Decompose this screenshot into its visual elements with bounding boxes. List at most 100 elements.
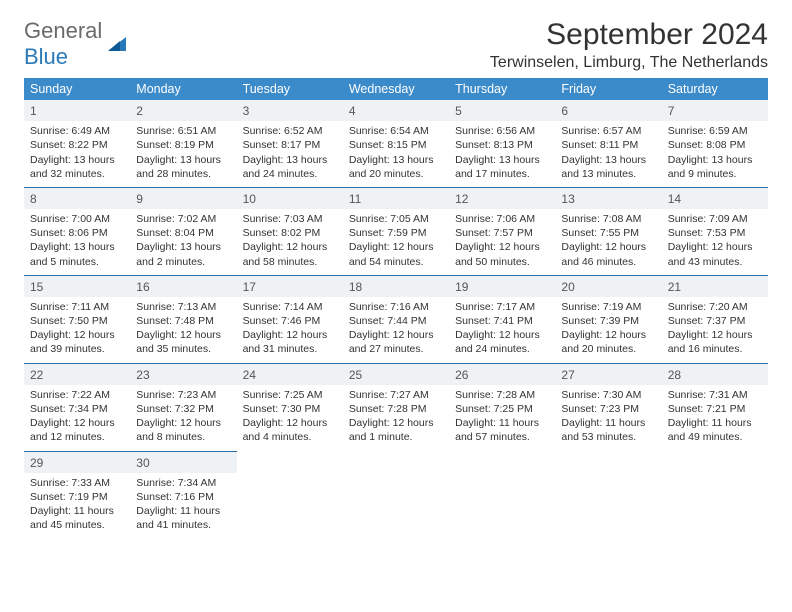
- sunrise-text: Sunrise: 6:57 AM: [561, 124, 655, 138]
- day-number-row: 22232425262728: [24, 363, 768, 385]
- calendar-body: 1234567Sunrise: 6:49 AMSunset: 8:22 PMDa…: [24, 100, 768, 538]
- sunset-text: Sunset: 7:19 PM: [30, 490, 124, 504]
- day-info-cell: Sunrise: 7:34 AMSunset: 7:16 PMDaylight:…: [130, 473, 236, 539]
- daylight-text: Daylight: 12 hours and 58 minutes.: [243, 240, 337, 268]
- sunrise-text: Sunrise: 7:27 AM: [349, 388, 443, 402]
- daylight-text: Daylight: 13 hours and 2 minutes.: [136, 240, 230, 268]
- daylight-text: Daylight: 12 hours and 12 minutes.: [30, 416, 124, 444]
- day-number-cell: 3: [237, 100, 343, 121]
- sunrise-text: Sunrise: 7:14 AM: [243, 300, 337, 314]
- weekday-header: Tuesday: [237, 78, 343, 100]
- day-info-cell: Sunrise: 7:30 AMSunset: 7:23 PMDaylight:…: [555, 385, 661, 451]
- day-number-cell: 19: [449, 275, 555, 297]
- day-number-cell: [343, 451, 449, 473]
- sunset-text: Sunset: 7:59 PM: [349, 226, 443, 240]
- sunrise-text: Sunrise: 6:59 AM: [668, 124, 762, 138]
- sunrise-text: Sunrise: 6:56 AM: [455, 124, 549, 138]
- sunset-text: Sunset: 7:25 PM: [455, 402, 549, 416]
- daylight-text: Daylight: 11 hours and 41 minutes.: [136, 504, 230, 532]
- day-number-cell: 4: [343, 100, 449, 121]
- calendar-table: SundayMondayTuesdayWednesdayThursdayFrid…: [24, 78, 768, 538]
- sunrise-text: Sunrise: 7:23 AM: [136, 388, 230, 402]
- day-info-cell: Sunrise: 6:56 AMSunset: 8:13 PMDaylight:…: [449, 121, 555, 187]
- day-number-cell: 17: [237, 275, 343, 297]
- day-info-cell: [555, 473, 661, 539]
- sunrise-text: Sunrise: 7:34 AM: [136, 476, 230, 490]
- sunrise-text: Sunrise: 7:17 AM: [455, 300, 549, 314]
- day-number-cell: 23: [130, 363, 236, 385]
- daylight-text: Daylight: 12 hours and 20 minutes.: [561, 328, 655, 356]
- daylight-text: Daylight: 12 hours and 43 minutes.: [668, 240, 762, 268]
- day-number-row: 891011121314: [24, 187, 768, 209]
- sunrise-text: Sunrise: 7:13 AM: [136, 300, 230, 314]
- day-info-cell: Sunrise: 7:14 AMSunset: 7:46 PMDaylight:…: [237, 297, 343, 363]
- sunset-text: Sunset: 8:04 PM: [136, 226, 230, 240]
- day-info-row: Sunrise: 6:49 AMSunset: 8:22 PMDaylight:…: [24, 121, 768, 187]
- day-info-cell: Sunrise: 7:27 AMSunset: 7:28 PMDaylight:…: [343, 385, 449, 451]
- daylight-text: Daylight: 13 hours and 32 minutes.: [30, 153, 124, 181]
- daylight-text: Daylight: 11 hours and 45 minutes.: [30, 504, 124, 532]
- day-info-cell: Sunrise: 7:16 AMSunset: 7:44 PMDaylight:…: [343, 297, 449, 363]
- sunset-text: Sunset: 8:15 PM: [349, 138, 443, 152]
- sunset-text: Sunset: 7:50 PM: [30, 314, 124, 328]
- day-number-cell: 5: [449, 100, 555, 121]
- daylight-text: Daylight: 12 hours and 16 minutes.: [668, 328, 762, 356]
- daylight-text: Daylight: 11 hours and 53 minutes.: [561, 416, 655, 444]
- day-info-row: Sunrise: 7:22 AMSunset: 7:34 PMDaylight:…: [24, 385, 768, 451]
- daylight-text: Daylight: 11 hours and 49 minutes.: [668, 416, 762, 444]
- daylight-text: Daylight: 12 hours and 1 minute.: [349, 416, 443, 444]
- sunrise-text: Sunrise: 6:54 AM: [349, 124, 443, 138]
- day-number-cell: 16: [130, 275, 236, 297]
- day-number-cell: 8: [24, 187, 130, 209]
- day-number-cell: 25: [343, 363, 449, 385]
- header: General Blue September 2024 Terwinselen,…: [24, 18, 768, 72]
- sunrise-text: Sunrise: 6:51 AM: [136, 124, 230, 138]
- day-info-row: Sunrise: 7:00 AMSunset: 8:06 PMDaylight:…: [24, 209, 768, 275]
- daylight-text: Daylight: 12 hours and 39 minutes.: [30, 328, 124, 356]
- day-number-cell: 9: [130, 187, 236, 209]
- sunset-text: Sunset: 8:11 PM: [561, 138, 655, 152]
- sunset-text: Sunset: 7:30 PM: [243, 402, 337, 416]
- day-number-cell: 10: [237, 187, 343, 209]
- day-number-cell: [449, 451, 555, 473]
- day-number-row: 2930: [24, 451, 768, 473]
- sunset-text: Sunset: 7:28 PM: [349, 402, 443, 416]
- day-number-cell: 15: [24, 275, 130, 297]
- sunset-text: Sunset: 7:32 PM: [136, 402, 230, 416]
- daylight-text: Daylight: 12 hours and 8 minutes.: [136, 416, 230, 444]
- day-number-cell: 12: [449, 187, 555, 209]
- day-info-cell: Sunrise: 7:05 AMSunset: 7:59 PMDaylight:…: [343, 209, 449, 275]
- day-number-row: 1234567: [24, 100, 768, 121]
- day-number-cell: 6: [555, 100, 661, 121]
- day-info-cell: Sunrise: 7:11 AMSunset: 7:50 PMDaylight:…: [24, 297, 130, 363]
- day-info-cell: Sunrise: 7:19 AMSunset: 7:39 PMDaylight:…: [555, 297, 661, 363]
- day-number-cell: [555, 451, 661, 473]
- day-number-row: 15161718192021: [24, 275, 768, 297]
- location: Terwinselen, Limburg, The Netherlands: [490, 54, 768, 72]
- daylight-text: Daylight: 12 hours and 31 minutes.: [243, 328, 337, 356]
- day-info-cell: Sunrise: 7:17 AMSunset: 7:41 PMDaylight:…: [449, 297, 555, 363]
- sunset-text: Sunset: 7:55 PM: [561, 226, 655, 240]
- day-number-cell: 29: [24, 451, 130, 473]
- logo-text: General Blue: [24, 18, 102, 70]
- day-number-cell: 24: [237, 363, 343, 385]
- day-info-row: Sunrise: 7:33 AMSunset: 7:19 PMDaylight:…: [24, 473, 768, 539]
- daylight-text: Daylight: 13 hours and 20 minutes.: [349, 153, 443, 181]
- sunrise-text: Sunrise: 7:06 AM: [455, 212, 549, 226]
- day-number-cell: [662, 451, 768, 473]
- sunset-text: Sunset: 8:08 PM: [668, 138, 762, 152]
- day-info-cell: Sunrise: 7:20 AMSunset: 7:37 PMDaylight:…: [662, 297, 768, 363]
- logo-mark-icon: [106, 31, 132, 57]
- sunrise-text: Sunrise: 7:05 AM: [349, 212, 443, 226]
- weekday-header: Wednesday: [343, 78, 449, 100]
- logo: General Blue: [24, 18, 132, 70]
- day-number-cell: 13: [555, 187, 661, 209]
- daylight-text: Daylight: 12 hours and 46 minutes.: [561, 240, 655, 268]
- sunrise-text: Sunrise: 7:33 AM: [30, 476, 124, 490]
- day-info-cell: Sunrise: 7:31 AMSunset: 7:21 PMDaylight:…: [662, 385, 768, 451]
- sunrise-text: Sunrise: 7:19 AM: [561, 300, 655, 314]
- sunrise-text: Sunrise: 7:02 AM: [136, 212, 230, 226]
- daylight-text: Daylight: 13 hours and 5 minutes.: [30, 240, 124, 268]
- day-info-row: Sunrise: 7:11 AMSunset: 7:50 PMDaylight:…: [24, 297, 768, 363]
- daylight-text: Daylight: 12 hours and 24 minutes.: [455, 328, 549, 356]
